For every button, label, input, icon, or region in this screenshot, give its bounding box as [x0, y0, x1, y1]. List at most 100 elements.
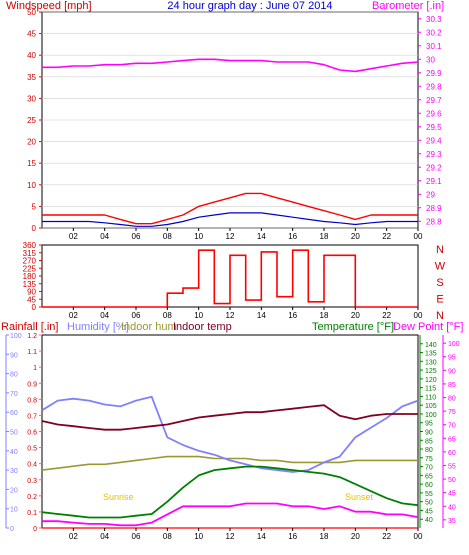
- temperature-tick-label: 75: [425, 456, 433, 463]
- temperature-tick-label: 105: [425, 403, 437, 410]
- sunset-annotation: Sunset: [345, 492, 374, 502]
- dew-point-tick-label: 55: [448, 463, 456, 470]
- temperature-tick-label: 45: [425, 508, 433, 515]
- x-tick-label: 04: [100, 532, 109, 541]
- x-tick-label: 14: [257, 232, 266, 241]
- barometer-tick-label: 29: [426, 190, 435, 199]
- barometer-tick-label: 29.6: [426, 109, 442, 118]
- direction-tick-label: 180: [23, 272, 37, 281]
- temperature-tick-label: 50: [425, 500, 433, 507]
- x-tick-label: 22: [382, 232, 391, 241]
- temperature-tick-label: 120: [425, 377, 437, 384]
- rainfall-tick-label: 0.1: [27, 510, 37, 517]
- compass-label: N: [436, 244, 444, 256]
- barometer-axis-label: Barometer [.in]: [372, 0, 444, 12]
- barometer-tick-label: 29.2: [426, 163, 442, 172]
- humidity-tick-label: 30: [10, 468, 18, 475]
- wind-tick-label: 15: [27, 159, 36, 168]
- chart-title: 24 hour graph day : June 07 2014: [167, 0, 332, 12]
- dew-point-line: [42, 502, 419, 527]
- wind-gust-line: [42, 192, 418, 225]
- rainfall-tick-label: 0.7: [27, 413, 37, 420]
- dew-point-tick-label: 95: [448, 355, 456, 362]
- rainfall-tick-label: 0.4: [27, 462, 37, 469]
- rainfall-tick-label: 1: [33, 365, 37, 372]
- rainfall-tick-label: 0.5: [27, 446, 37, 453]
- x-tick-label: 02: [69, 532, 78, 541]
- x-tick-label: 08: [163, 311, 172, 320]
- direction-tick-label: 45: [27, 295, 36, 304]
- barometer-line: [42, 58, 419, 73]
- x-tick-label: 06: [132, 532, 141, 541]
- x-tick-label: 08: [163, 532, 172, 541]
- compass-label: W: [435, 261, 446, 273]
- x-tick-label: 08: [163, 232, 172, 241]
- humidity-tick-label: 100: [10, 333, 22, 340]
- x-tick-label: 14: [257, 532, 266, 541]
- temperature-tick-label: 40: [425, 517, 433, 524]
- direction-tick-label: 225: [23, 264, 37, 273]
- temperature-tick-label: 90: [425, 430, 433, 437]
- windspeed-axis-label: Windspeed [mph]: [6, 0, 92, 12]
- indoor-hum-legend-label: Indoor hum: [121, 321, 177, 333]
- humidity-legend-label: Humidity [%]: [67, 321, 129, 333]
- direction-tick-label: 315: [23, 249, 37, 258]
- temperature-line: [41, 465, 419, 519]
- temperature-tick-label: 70: [425, 465, 433, 472]
- temperature-tick-label: 95: [425, 421, 433, 428]
- x-tick-label: 20: [351, 232, 360, 241]
- temperature-tick-label: 135: [425, 351, 437, 358]
- temperature-tick-label: 60: [425, 482, 433, 489]
- humidity-tick-label: 90: [10, 352, 18, 359]
- dew-point-tick-label: 35: [448, 518, 456, 525]
- temperature-tick-label: 85: [425, 438, 433, 445]
- barometer-tick-label: 30.3: [426, 15, 442, 24]
- x-tick-label: 00: [414, 532, 423, 541]
- x-tick-label: 04: [100, 311, 109, 320]
- wind-tick-label: 25: [27, 116, 36, 125]
- barometer-tick-label: 28.8: [426, 217, 442, 226]
- barometer-tick-label: 28.9: [426, 204, 442, 213]
- rainfall-tick-label: 1.2: [27, 333, 37, 340]
- wind-tick-label: 50: [27, 8, 36, 17]
- x-tick-label: 20: [351, 311, 360, 320]
- dew-point-tick-label: 40: [448, 504, 456, 511]
- rainfall-tick-label: 0.8: [27, 397, 37, 404]
- x-tick-label: 10: [194, 311, 203, 320]
- dew-point-tick-label: 65: [448, 436, 456, 443]
- barometer-tick-label: 29.4: [426, 136, 442, 145]
- x-tick-label: 00: [414, 232, 423, 241]
- humidity-tick-label: 10: [10, 507, 18, 514]
- x-tick-label: 02: [69, 232, 78, 241]
- barometer-tick-label: 29.5: [426, 123, 442, 132]
- direction-tick-label: 135: [23, 280, 37, 289]
- x-tick-label: 02: [69, 311, 78, 320]
- dew-point-tick-label: 70: [448, 423, 456, 430]
- temperature-tick-label: 140: [425, 342, 437, 349]
- humidity-tick-label: 50: [10, 430, 18, 437]
- humidity-line: [41, 395, 419, 473]
- dew-point-tick-label: 90: [448, 368, 456, 375]
- x-tick-label: 04: [100, 232, 109, 241]
- dew-point-legend-label: Dew Point [°F]: [393, 321, 463, 333]
- barometer-tick-label: 29.3: [426, 150, 442, 159]
- wind-tick-label: 35: [27, 73, 36, 82]
- barometer-tick-label: 29.1: [426, 177, 442, 186]
- x-tick-label: 22: [382, 311, 391, 320]
- x-tick-label: 18: [320, 532, 329, 541]
- temperature-tick-label: 130: [425, 359, 437, 366]
- compass-label: E: [436, 294, 443, 306]
- sunrise-annotation: Sunrise: [103, 492, 134, 502]
- wind-tick-label: 0: [32, 224, 37, 233]
- humidity-tick-label: 70: [10, 391, 18, 398]
- x-tick-label: 10: [194, 232, 203, 241]
- rainfall-tick-label: 0.6: [27, 430, 37, 437]
- rainfall-tick-label: 0: [33, 526, 37, 533]
- compass-label: N: [436, 310, 444, 322]
- temperature-tick-label: 115: [425, 386, 436, 393]
- x-tick-label: 22: [382, 532, 391, 541]
- wind-tick-label: 20: [27, 138, 36, 147]
- x-tick-label: 06: [132, 311, 141, 320]
- dew-point-tick-label: 45: [448, 491, 456, 498]
